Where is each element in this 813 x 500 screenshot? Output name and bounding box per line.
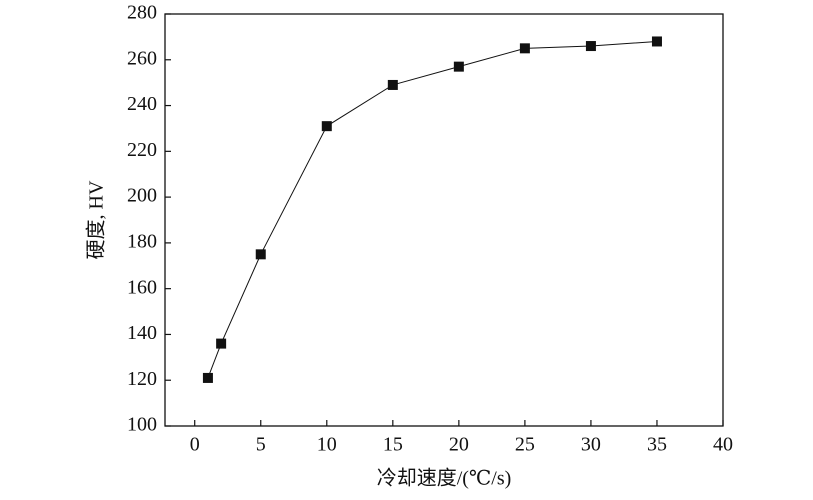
- y-tick-label: 180: [127, 230, 157, 252]
- point-marker: [453, 61, 464, 72]
- y-tick-label: 260: [127, 47, 157, 69]
- x-tick-label: 0: [190, 434, 200, 456]
- point-marker: [387, 79, 398, 90]
- y-tick-label: 140: [127, 322, 157, 344]
- point-marker: [255, 249, 266, 260]
- y-tick-label: 160: [127, 276, 157, 298]
- x-tick-label: 35: [647, 434, 667, 456]
- x-axis-label: 冷却速度/(℃/s): [377, 467, 512, 490]
- y-tick-label: 100: [127, 414, 157, 436]
- point-marker: [651, 36, 662, 47]
- x-tick-label: 30: [581, 434, 601, 456]
- x-tick-label: 20: [449, 434, 469, 456]
- x-tick-label: 25: [515, 434, 535, 456]
- x-tick-label: 5: [256, 434, 266, 456]
- point-marker: [585, 41, 596, 52]
- y-axis-label: 硬度, HV: [85, 180, 108, 259]
- y-tick-label: 280: [127, 2, 157, 24]
- series-line: [207, 40, 657, 379]
- point-marker: [321, 121, 332, 132]
- plot-frame: [164, 13, 724, 427]
- y-tick-label: 200: [127, 185, 157, 207]
- x-tick-label: 40: [713, 434, 733, 456]
- x-tick-label: 15: [383, 434, 403, 456]
- y-tick-label: 220: [127, 139, 157, 161]
- point-marker: [216, 338, 227, 349]
- y-tick-label: 120: [127, 368, 157, 390]
- x-tick-label: 10: [317, 434, 337, 456]
- y-tick-label: 240: [127, 93, 157, 115]
- point-marker: [519, 43, 530, 54]
- point-marker: [202, 372, 213, 383]
